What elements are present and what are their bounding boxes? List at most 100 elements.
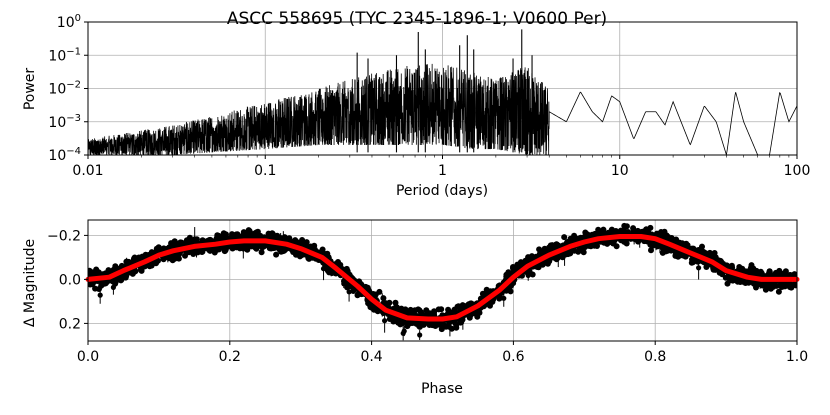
lightcurve-point [423, 307, 430, 314]
lightcurve-point [648, 247, 654, 254]
lightcurve-point [431, 309, 437, 316]
periodogram-ytick-exponent: −1 [66, 46, 81, 57]
lightcurve-outlier [320, 266, 327, 272]
lightcurve-outlier [124, 260, 130, 266]
lightcurve-point [250, 242, 257, 249]
lightcurve-point [503, 273, 510, 280]
lightcurve-point [138, 267, 145, 274]
lightcurve-outlier [653, 241, 659, 247]
lightcurve-xtick-label: 0.4 [360, 349, 382, 365]
lightcurve-point [199, 237, 206, 244]
lightcurve-point [462, 303, 469, 310]
periodogram-xtick-label: 0.01 [72, 163, 103, 179]
lightcurve-point [766, 268, 773, 275]
lightcurve-point [486, 301, 493, 308]
lightcurve-outlier [382, 318, 388, 324]
periodogram-ytick-exponent: −4 [66, 146, 81, 157]
lightcurve-point [113, 276, 120, 283]
lightcurve-point [343, 265, 350, 272]
lightcurve-ytick-label: 0.0 [59, 272, 81, 288]
lightcurve-xtick-label: 1.0 [786, 349, 808, 365]
periodogram-ytick-exponent: −3 [66, 113, 81, 124]
lightcurve-point [580, 249, 587, 256]
lightcurve-point [273, 251, 280, 258]
periodogram-xtick-label: 10 [611, 163, 629, 179]
lightcurve-point [222, 231, 229, 238]
lightcurve-point [744, 269, 751, 276]
lightcurve-point [788, 284, 795, 291]
lightcurve-point [584, 231, 591, 238]
periodogram-xtick-label: 100 [784, 163, 811, 179]
lightcurve-observations [88, 222, 797, 341]
periodogram-ytick-label: 100 [57, 13, 81, 31]
lightcurve-point [93, 266, 100, 273]
lightcurve-point [371, 291, 378, 298]
lightcurve-point [617, 227, 624, 234]
lightcurve-point [659, 249, 666, 256]
lightcurve-point [229, 245, 236, 252]
lightcurve-point [392, 304, 399, 311]
lightcurve-point [222, 245, 229, 252]
periodogram-ticks: 0.01 0.1 1 10 100 100 10−1 10−2 10−3 10−4 [48, 13, 810, 179]
lightcurve-point [376, 288, 383, 295]
lightcurve-ytick-label: −0.2 [47, 228, 81, 244]
lightcurve-point [445, 306, 452, 313]
periodogram-trace [87, 29, 798, 156]
lightcurve-point [298, 252, 305, 259]
periodogram-ytick-label: 10−1 [48, 46, 81, 64]
lightcurve-point [561, 234, 568, 241]
periodogram-ytick-label: 10−4 [48, 146, 81, 164]
lightcurve-point [112, 263, 119, 270]
lightcurve-point [623, 223, 630, 230]
lightcurve-point [374, 308, 381, 315]
periodogram-ylabel: Power [22, 68, 38, 111]
periodogram-ytick-exponent: 0 [75, 13, 81, 24]
lightcurve-xlabel: Phase [421, 381, 463, 397]
lightcurve-point [454, 303, 461, 310]
lightcurve-point [699, 243, 705, 250]
lightcurve-point [100, 279, 107, 286]
lightcurve-model-line [85, 234, 800, 322]
lightcurve-point [782, 268, 789, 275]
lightcurve-point [132, 268, 139, 275]
lightcurve-point [258, 249, 265, 256]
lightcurve-point [404, 323, 411, 330]
lightcurve-point [510, 265, 516, 272]
lightcurve-frame [87, 219, 798, 342]
lightcurve-point [579, 244, 586, 251]
lightcurve-panel: 0.0 0.2 0.4 0.6 0.8 1.0 −0.2 0.0 0.2 Phase Δ Mag… [22, 219, 808, 397]
lightcurve-xtick-label: 0.8 [644, 349, 666, 365]
lightcurve-point [522, 257, 529, 264]
lightcurve-point [508, 282, 514, 289]
lightcurve-point [446, 319, 453, 326]
lightcurve-outlier [110, 284, 116, 290]
periodogram-ytick-label: 10−2 [48, 80, 81, 98]
lightcurve-point [702, 250, 709, 257]
lightcurve-outlier [417, 332, 423, 338]
lightcurve-point [416, 307, 423, 314]
lightcurve-point [88, 270, 94, 277]
lightcurve-outlier [97, 292, 103, 298]
lightcurve-ylabel: Δ Magnitude [22, 239, 38, 327]
periodogram-ytick-exponent: −2 [66, 80, 81, 91]
lightcurve-point [435, 306, 442, 313]
lightcurve-point [529, 271, 536, 278]
lightcurve-point [96, 286, 102, 292]
lightcurve-point [536, 246, 543, 253]
lightcurve-outlier [240, 246, 246, 252]
lightcurve-outlier [401, 328, 407, 334]
lightcurve-ytick-label: 0.2 [59, 316, 81, 332]
lightcurve-outlier [501, 295, 507, 301]
lightcurve-point [171, 253, 178, 260]
lightcurve-point [397, 321, 404, 328]
lightcurve-xtick-label: 0.0 [77, 349, 99, 365]
lightcurve-outlier [525, 272, 531, 278]
lightcurve-point [647, 224, 654, 231]
lightcurve-point [781, 283, 788, 290]
lightcurve-outlier [447, 324, 453, 330]
figure-title: ASCC 558695 (TYC 2345-1896-1; V0600 Per) [227, 9, 607, 29]
lightcurve-point [734, 278, 741, 285]
lightcurve-point [131, 254, 138, 261]
lightcurve-point [757, 268, 764, 275]
